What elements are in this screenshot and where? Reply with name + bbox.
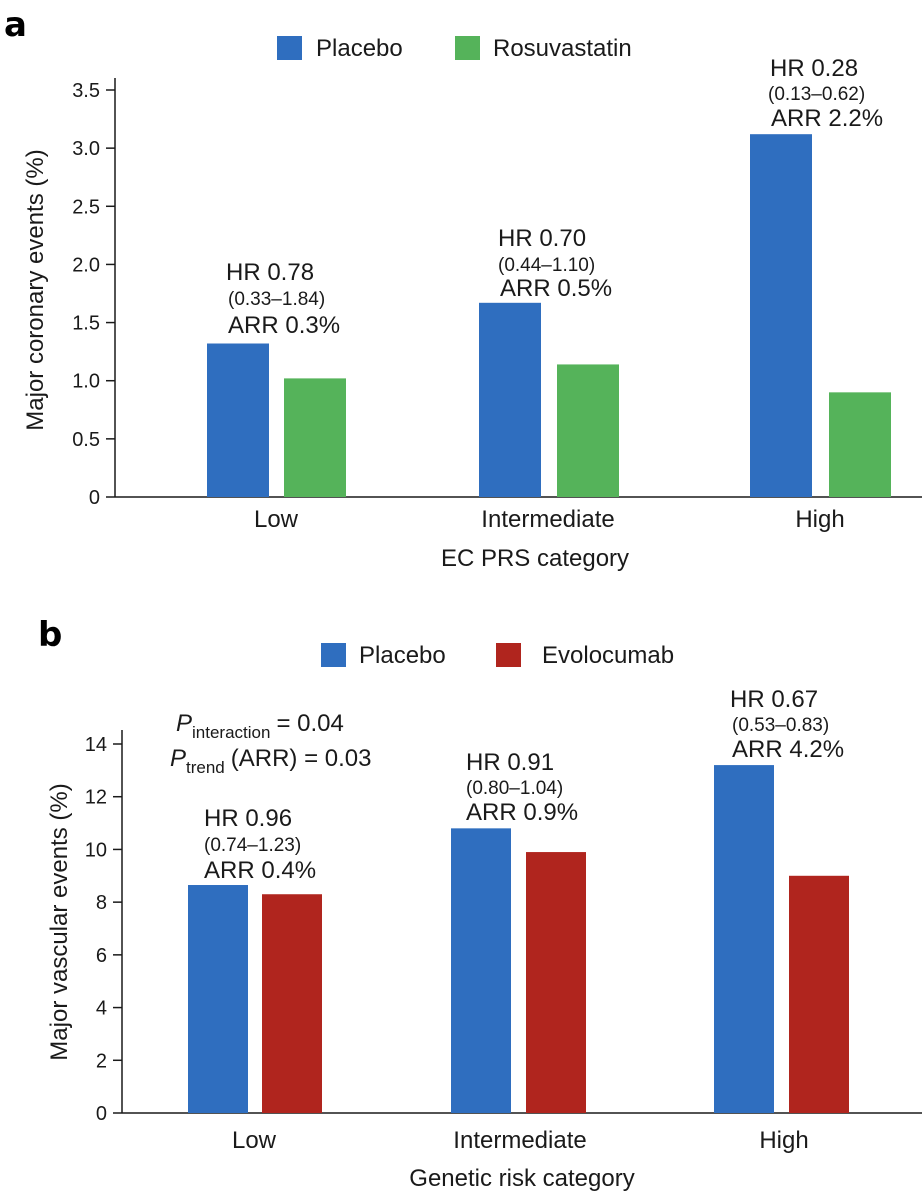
annotation-ci-high: (0.13–0.62) bbox=[768, 84, 865, 105]
y-tick-label: 2 bbox=[96, 1050, 107, 1072]
bar-placebo-low bbox=[188, 885, 248, 1113]
p-interaction-subscript: interaction bbox=[192, 723, 270, 742]
y-tick-label: 14 bbox=[85, 734, 107, 756]
annotation-ci-low: (0.74–1.23) bbox=[204, 835, 301, 856]
annotation-hr-low: HR 0.78 bbox=[226, 259, 314, 286]
panel-b: b Placebo Evolocumab Pinteraction = 0.04 … bbox=[38, 615, 922, 1192]
annotation-ci-intermediate: (0.44–1.10) bbox=[498, 255, 595, 276]
y-ticks: 0 0.5 1.0 1.5 2.0 2.5 3.0 3.5 bbox=[72, 80, 115, 509]
p-interaction-value: = 0.04 bbox=[276, 710, 343, 737]
y-tick-label: 0 bbox=[89, 487, 100, 509]
category-label-intermediate: Intermediate bbox=[481, 506, 614, 533]
legend-swatch-evolocumab bbox=[496, 643, 521, 667]
y-tick-label: 2.0 bbox=[72, 254, 100, 276]
annotation-hr-intermediate: HR 0.70 bbox=[498, 225, 586, 252]
legend-label-evolocumab: Evolocumab bbox=[542, 642, 674, 669]
annotation-arr-intermediate: ARR 0.9% bbox=[466, 799, 578, 826]
y-ticks: 0 2 4 6 8 10 12 14 bbox=[85, 734, 122, 1125]
y-tick-label: 12 bbox=[85, 787, 107, 809]
p-trend: Ptrend (ARR) = 0.03 bbox=[170, 745, 371, 777]
bar-evolocumab-high bbox=[789, 875, 849, 1113]
bar-rosuvastatin-high bbox=[829, 392, 891, 497]
bar-rosuvastatin-low bbox=[284, 378, 346, 497]
x-axis-title: EC PRS category bbox=[441, 545, 629, 572]
bars bbox=[188, 765, 849, 1113]
p-interaction-symbol: P bbox=[176, 710, 192, 737]
panel-letter-b: b bbox=[38, 615, 62, 655]
annotation-arr-low: ARR 0.3% bbox=[228, 312, 340, 339]
y-tick-label: 3.5 bbox=[72, 80, 100, 102]
annotation-arr-high: ARR 4.2% bbox=[732, 736, 844, 763]
panel-a: a Placebo Rosuvastatin 0 0.5 1.0 1.5 2.0 2.5 3… bbox=[4, 5, 922, 572]
annotation-hr-low: HR 0.96 bbox=[204, 805, 292, 832]
category-label-low: Low bbox=[232, 1127, 277, 1154]
p-trend-symbol: P bbox=[170, 745, 186, 772]
legend-swatch-rosuvastatin bbox=[455, 36, 480, 60]
y-tick-label: 1.5 bbox=[72, 313, 100, 335]
annotation-hr-intermediate: HR 0.91 bbox=[466, 749, 554, 776]
p-interaction: Pinteraction = 0.04 bbox=[176, 710, 344, 742]
y-tick-label: 0.5 bbox=[72, 429, 100, 451]
bars bbox=[207, 134, 891, 497]
category-label-intermediate: Intermediate bbox=[453, 1127, 586, 1154]
category-label-low: Low bbox=[254, 506, 299, 533]
y-tick-label: 6 bbox=[96, 945, 107, 967]
bar-evolocumab-intermediate bbox=[526, 852, 586, 1113]
p-trend-value: (ARR) = 0.03 bbox=[231, 745, 372, 772]
y-tick-label: 3.0 bbox=[72, 138, 100, 160]
bar-evolocumab-low bbox=[262, 894, 322, 1113]
category-label-high: High bbox=[759, 1127, 808, 1154]
bar-placebo-intermediate bbox=[479, 302, 541, 497]
x-axis-title: Genetic risk category bbox=[409, 1165, 634, 1192]
y-tick-label: 2.5 bbox=[72, 196, 100, 218]
annotation-arr-intermediate: ARR 0.5% bbox=[500, 275, 612, 302]
bar-placebo-high bbox=[750, 134, 812, 497]
annotation-ci-low: (0.33–1.84) bbox=[228, 289, 325, 310]
p-trend-subscript: trend bbox=[186, 758, 225, 777]
annotation-arr-low: ARR 0.4% bbox=[204, 857, 316, 884]
y-tick-label: 1.0 bbox=[72, 371, 100, 393]
annotation-ci-intermediate: (0.80–1.04) bbox=[466, 778, 563, 799]
y-axis-title: Major coronary events (%) bbox=[22, 149, 49, 430]
panel-letter-a: a bbox=[4, 5, 27, 45]
category-label-high: High bbox=[795, 506, 844, 533]
y-tick-label: 10 bbox=[85, 839, 107, 861]
legend-swatch-placebo bbox=[277, 36, 302, 60]
legend-label-rosuvastatin: Rosuvastatin bbox=[493, 35, 632, 62]
y-tick-label: 4 bbox=[96, 998, 107, 1020]
y-tick-label: 0 bbox=[96, 1103, 107, 1125]
legend-swatch-placebo bbox=[321, 643, 346, 667]
bar-rosuvastatin-intermediate bbox=[557, 364, 619, 497]
bar-placebo-high bbox=[714, 765, 774, 1113]
annotation-hr-high: HR 0.67 bbox=[730, 686, 818, 713]
y-axis-title: Major vascular events (%) bbox=[46, 783, 73, 1060]
annotation-hr-high: HR 0.28 bbox=[770, 55, 858, 82]
legend-label-placebo: Placebo bbox=[316, 35, 403, 62]
bar-placebo-intermediate bbox=[451, 828, 511, 1113]
annotation-ci-high: (0.53–0.83) bbox=[732, 715, 829, 736]
annotation-arr-high: ARR 2.2% bbox=[771, 105, 883, 132]
y-tick-label: 8 bbox=[96, 892, 107, 914]
legend-label-placebo: Placebo bbox=[359, 642, 446, 669]
bar-placebo-low bbox=[207, 343, 269, 497]
